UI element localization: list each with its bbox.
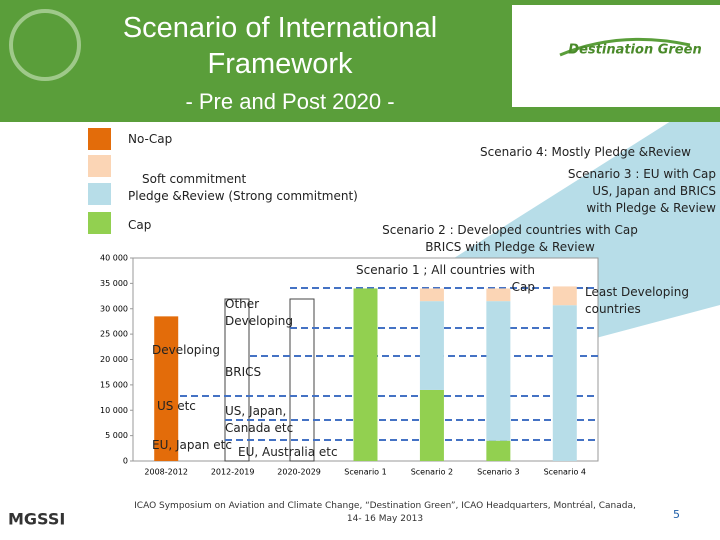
x-tick-label: 2012-2019 [211, 468, 255, 477]
bar-segment [486, 288, 511, 302]
y-tick-label: 20 000 [100, 355, 128, 364]
y-tick-label: 40 000 [100, 254, 128, 263]
x-tick-label: Scenario 1 [344, 468, 386, 477]
x-tick-label: Scenario 4 [544, 468, 586, 477]
footer-org: MGSSI [8, 510, 65, 529]
title: Scenario of International Framework [122, 12, 438, 80]
legend-label: Pledge &Review (Strong commitment) [128, 189, 358, 203]
y-tick-label: 25 000 [100, 330, 128, 339]
x-tick-label: Scenario 2 [411, 468, 453, 477]
bar-segment [552, 305, 577, 461]
bar-segment [486, 440, 511, 461]
annotation: US etc [157, 399, 196, 413]
annotation: Scenario 3 : EU with Cap US, Japan and B… [567, 167, 716, 215]
logo-box [512, 5, 720, 107]
bar-segment [353, 288, 378, 461]
subtitle: - Pre and Post 2020 - [185, 89, 395, 114]
x-tick-label: Scenario 3 [477, 468, 519, 477]
y-tick-label: 35 000 [100, 279, 128, 288]
legend-label: Soft commitment [142, 172, 247, 186]
page-number: 5 [673, 508, 680, 521]
projection-box [224, 298, 250, 462]
bar-segment [419, 389, 444, 461]
bar-segment [419, 301, 444, 390]
annotation: Scenario 2 : Developed countries with Ca… [382, 223, 638, 254]
projection-box [289, 298, 315, 462]
legend-label: Cap [128, 218, 152, 232]
legend-swatch [88, 212, 111, 234]
annotation: Other Developing [225, 297, 293, 328]
y-tick-label: 10 000 [100, 406, 128, 415]
emblem [9, 9, 81, 81]
annotation: BRICS [225, 365, 262, 379]
annotation: US, Japan, Canada etc [225, 404, 294, 435]
annotation: Scenario 4: Mostly Pledge &Review [480, 145, 691, 159]
bar-segment [552, 286, 577, 306]
annotation: Developing [152, 343, 220, 357]
y-tick-label: 30 000 [100, 304, 128, 313]
annotation: EU, Japan etc [152, 438, 232, 452]
legend-swatch [88, 183, 111, 205]
legend-swatch [88, 155, 111, 177]
annotation: Least Developing countries [585, 285, 689, 316]
y-tick-label: 5 000 [105, 431, 128, 440]
logo-text: Destination Green [568, 43, 701, 58]
x-tick-label: 2020-2029 [277, 468, 321, 477]
bar-segment [419, 288, 444, 302]
level-lines [180, 287, 598, 441]
legend-swatch [88, 128, 111, 150]
annotation: Scenario 1 ; All countries with Cap [355, 263, 535, 294]
y-tick-label: 15 000 [100, 380, 128, 389]
y-tick-label: 0 [123, 457, 128, 466]
x-tick-label: 2008-2012 [144, 468, 188, 477]
bar-segment [154, 316, 179, 461]
logo-swoosh [559, 37, 691, 57]
footer-text: ICAO Symposium on Aviation and Climate C… [134, 501, 636, 524]
legend-label: No-Cap [128, 132, 173, 146]
bar-segment [486, 301, 511, 441]
annotation: EU, Australia etc [238, 445, 338, 459]
